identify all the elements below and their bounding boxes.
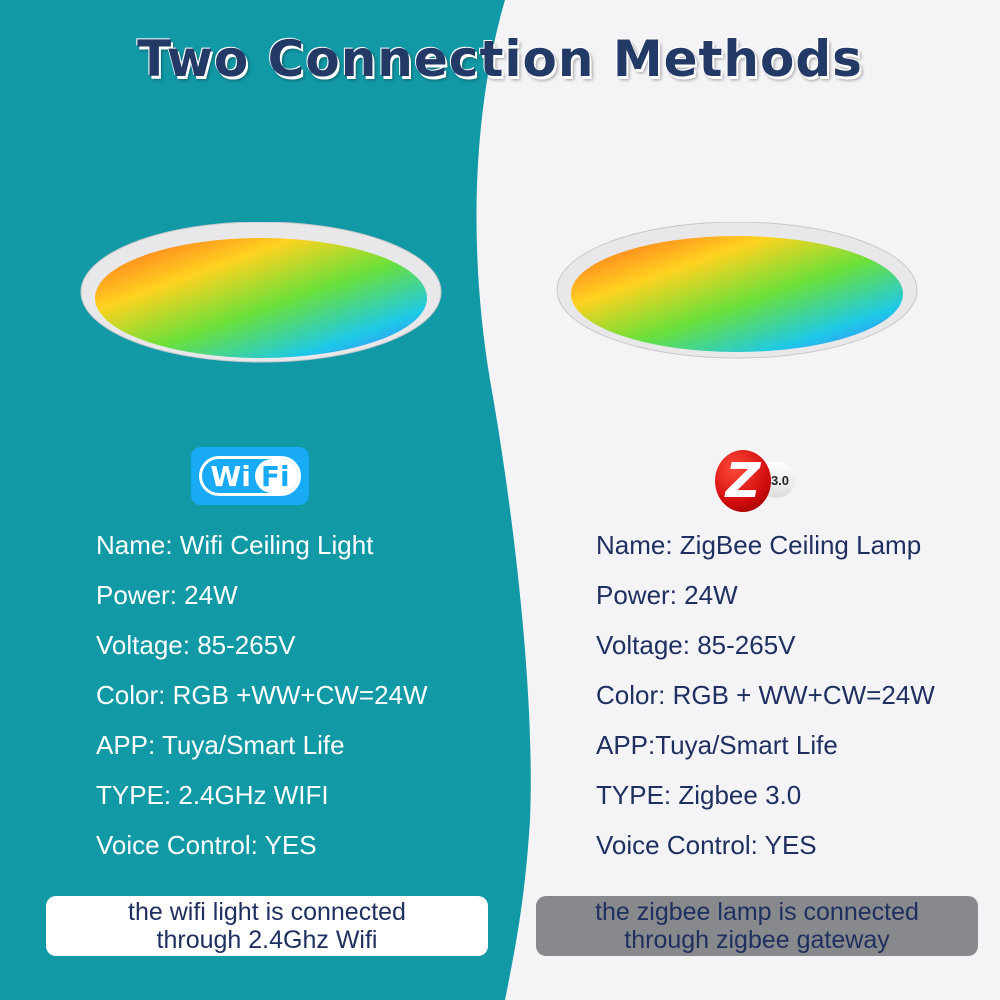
spec-power: Power: 24W: [96, 580, 238, 610]
spec-voltage: Voltage: 85-265V: [96, 630, 296, 660]
spec-type: TYPE: 2.4GHz WIFI: [96, 780, 329, 810]
wifi-connection-note: the wifi light is connected through 2.4G…: [46, 896, 488, 956]
spec-app: APP: Tuya/Smart Life: [96, 730, 345, 760]
spec-name: Name: ZigBee Ceiling Lamp: [596, 530, 922, 560]
spec-color: Color: RGB + WW+CW=24W: [596, 680, 935, 710]
spec-name: Name: Wifi Ceiling Light: [96, 530, 374, 560]
note-line: through zigbee gateway: [624, 926, 890, 954]
spec-voice: Voice Control: YES: [596, 830, 817, 860]
spec-power: Power: 24W: [596, 580, 738, 610]
note-line: the zigbee lamp is connected: [595, 898, 919, 926]
page-title: Two Connection Methods: [137, 30, 863, 88]
zigbee-ceiling-lamp-image: [556, 222, 918, 359]
note-line: the wifi light is connected: [128, 898, 406, 926]
wifi-logo-text: Wi: [210, 459, 251, 493]
wifi-spec-list: Name: Wifi Ceiling Light Power: 24W Volt…: [96, 520, 428, 870]
zigbee-spec-list: Name: ZigBee Ceiling Lamp Power: 24W Vol…: [596, 520, 935, 870]
zigbee-icon: Z: [715, 450, 771, 512]
wifi-ceiling-light-image: [80, 222, 442, 363]
spec-voltage: Voltage: 85-265V: [596, 630, 796, 660]
spec-color: Color: RGB +WW+CW=24W: [96, 680, 428, 710]
wifi-logo: Wi Fi: [191, 447, 309, 505]
spec-voice: Voice Control: YES: [96, 830, 317, 860]
spec-type: TYPE: Zigbee 3.0: [596, 780, 802, 810]
spec-app: APP:Tuya/Smart Life: [596, 730, 838, 760]
zigbee-connection-note: the zigbee lamp is connected through zig…: [536, 896, 978, 956]
note-line: through 2.4Ghz Wifi: [156, 926, 378, 954]
wifi-logo-text-fi: Fi: [254, 459, 298, 493]
